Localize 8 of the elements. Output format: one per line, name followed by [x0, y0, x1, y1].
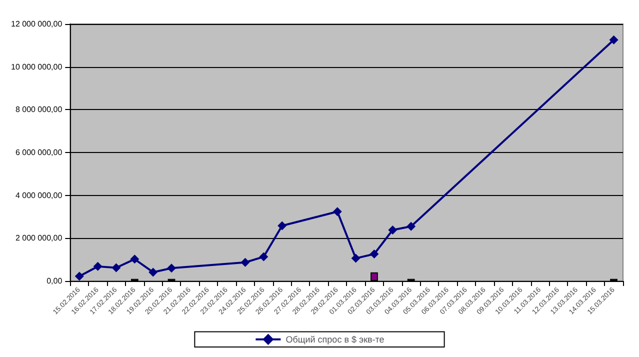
y-tick-label: 0,00	[46, 276, 63, 286]
y-tick-label: 12 000 000,00	[10, 20, 63, 28]
y-tick-label: 2 000 000,00	[15, 234, 63, 243]
y-tick-label: 8 000 000,00	[15, 105, 63, 114]
y-tick-label: 10 000 000,00	[10, 62, 63, 72]
y-tick-label: 6 000 000,00	[15, 148, 63, 157]
legend-label: Общий спрос в $ экв-те	[286, 334, 384, 344]
y-tick-label: 4 000 000,00	[15, 190, 63, 200]
